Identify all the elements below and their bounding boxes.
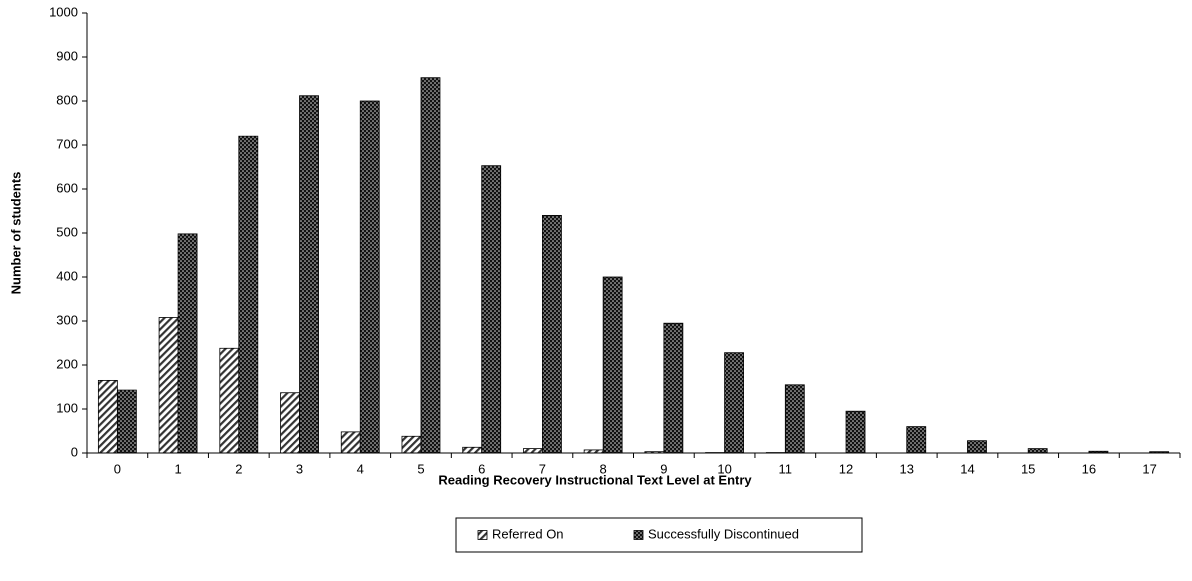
bar [967, 440, 987, 454]
bar [845, 410, 866, 454]
legend-box [455, 517, 863, 553]
y-tick-label: 200 [56, 356, 78, 371]
y-tick-label: 600 [56, 180, 78, 195]
y-tick-label: 700 [56, 136, 78, 151]
x-tick-label: 8 [600, 461, 607, 476]
y-tick-label: 900 [56, 48, 78, 63]
x-tick-label: 2 [235, 461, 242, 476]
bar [724, 352, 744, 454]
x-tick-label: 16 [1082, 461, 1096, 476]
x-tick-label: 10 [717, 461, 731, 476]
bar [401, 435, 422, 454]
bar [481, 165, 502, 454]
x-tick-label: 11 [779, 461, 793, 476]
legend-swatch [477, 530, 488, 540]
bar [219, 347, 240, 454]
x-tick-label: 14 [960, 461, 974, 476]
bar [602, 276, 623, 454]
bar [280, 392, 300, 454]
x-tick-label: 5 [417, 461, 424, 476]
y-tick-label: 500 [56, 224, 78, 239]
bar [359, 100, 380, 454]
bar [420, 77, 441, 454]
bar [177, 233, 198, 454]
legend-label: Referred On [492, 526, 564, 541]
bar [116, 389, 137, 454]
x-tick-label: 12 [839, 461, 853, 476]
y-tick-label: 0 [71, 444, 78, 459]
bar [663, 322, 684, 454]
x-tick-label: 15 [1021, 461, 1035, 476]
x-axis-title: Reading Recovery Instructional Text Leve… [438, 472, 752, 487]
x-tick-label: 7 [539, 461, 546, 476]
y-tick-label: 100 [56, 400, 78, 415]
bar [1027, 448, 1048, 454]
bar [299, 95, 319, 454]
y-tick-label: 400 [56, 268, 78, 283]
x-tick-label: 0 [114, 461, 121, 476]
x-tick-label: 1 [174, 461, 181, 476]
bar [542, 214, 562, 454]
x-tick-label: 9 [660, 461, 667, 476]
bar [238, 135, 259, 454]
bar [158, 317, 179, 454]
y-tick-label: 800 [56, 92, 78, 107]
y-axis-title: Number of students [8, 172, 23, 295]
bar [906, 426, 927, 454]
x-tick-label: 3 [296, 461, 303, 476]
bar [340, 431, 361, 454]
x-tick-label: 13 [900, 461, 914, 476]
y-tick-label: 1000 [49, 4, 78, 19]
bar [523, 448, 543, 454]
bar [784, 384, 805, 454]
x-tick-label: 4 [357, 461, 364, 476]
x-tick-label: 6 [478, 461, 485, 476]
y-tick-label: 300 [56, 312, 78, 327]
bar [97, 379, 118, 454]
bar [462, 446, 483, 454]
legend-swatch [633, 530, 644, 540]
legend-label: Successfully Discontinued [648, 526, 799, 541]
x-tick-label: 17 [1142, 461, 1156, 476]
